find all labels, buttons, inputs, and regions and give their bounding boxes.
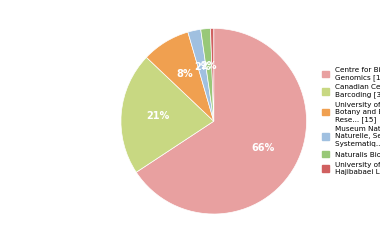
Legend: Centre for Biodiversity
Genomics [117], Canadian Centre for DNA
Barcoding [38], : Centre for Biodiversity Genomics [117], … [322,67,380,175]
Wedge shape [121,57,214,172]
Text: 2%: 2% [201,61,217,71]
Wedge shape [146,32,214,121]
Text: 8%: 8% [176,69,193,79]
Wedge shape [188,29,214,121]
Text: 2%: 2% [194,62,210,72]
Text: 21%: 21% [147,111,170,121]
Wedge shape [201,29,214,121]
Wedge shape [136,28,307,214]
Wedge shape [211,28,214,121]
Text: 66%: 66% [251,143,274,153]
